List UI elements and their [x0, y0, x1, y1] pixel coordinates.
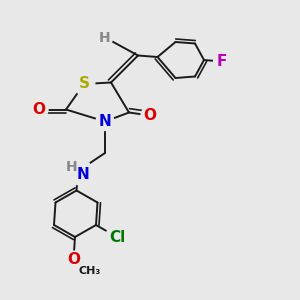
Circle shape [106, 226, 128, 248]
Text: O: O [67, 252, 80, 267]
Circle shape [73, 73, 95, 95]
Circle shape [97, 30, 113, 45]
Circle shape [214, 53, 230, 70]
Circle shape [141, 106, 159, 124]
Text: O: O [32, 102, 46, 117]
Text: N: N [77, 167, 90, 182]
Circle shape [64, 158, 92, 184]
Circle shape [96, 112, 114, 130]
Text: H: H [66, 160, 77, 174]
Text: Cl: Cl [109, 230, 125, 244]
Text: N: N [99, 114, 111, 129]
Text: O: O [143, 108, 157, 123]
Text: S: S [79, 76, 89, 92]
Circle shape [65, 251, 82, 268]
Text: H: H [99, 31, 111, 44]
Circle shape [79, 260, 101, 283]
Text: CH₃: CH₃ [79, 266, 101, 277]
Circle shape [30, 100, 48, 118]
Text: F: F [217, 54, 227, 69]
